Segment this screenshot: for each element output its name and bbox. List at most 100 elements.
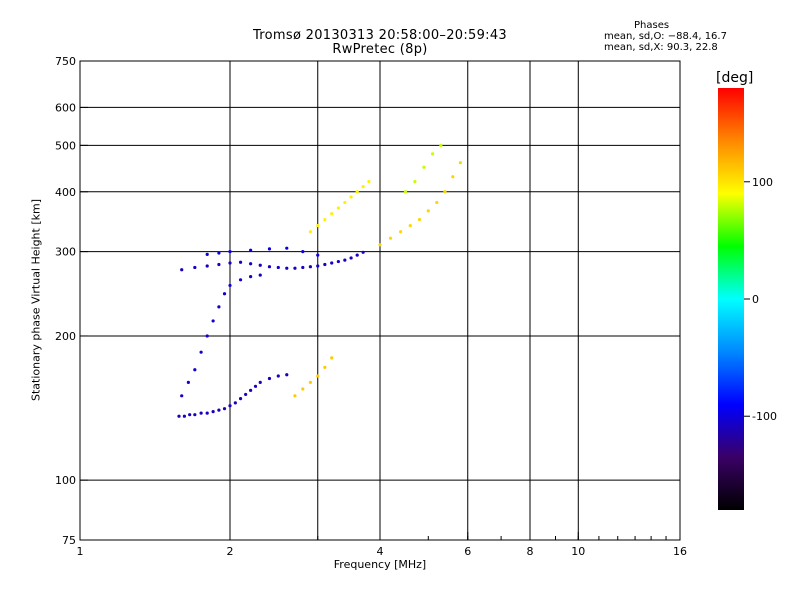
data-point	[355, 190, 359, 194]
data-point	[301, 265, 305, 270]
x-tick-label: 8	[527, 545, 534, 558]
data-point	[276, 374, 280, 378]
x-tick-label: 10	[571, 545, 585, 558]
data-point	[267, 265, 272, 269]
data-point	[211, 410, 215, 414]
data-point	[316, 253, 320, 257]
x-ticks: 1 2 4 6 8 10 16	[77, 532, 687, 558]
data-point	[330, 261, 334, 265]
data-point	[276, 265, 280, 270]
data-point	[316, 374, 320, 378]
data-point	[308, 265, 313, 269]
data-point	[222, 292, 227, 296]
data-point	[349, 195, 353, 199]
y-tick-label: 300	[55, 246, 76, 259]
data-point	[336, 259, 340, 264]
data-point	[238, 278, 243, 282]
data-point	[193, 265, 197, 270]
data-point	[249, 262, 253, 266]
data-point	[205, 411, 209, 415]
colorbar-label: [deg]	[716, 70, 754, 86]
data-point	[222, 407, 227, 411]
stats-header: Phases	[634, 20, 670, 31]
data-point	[458, 161, 463, 165]
y-tick-label: 100	[55, 474, 76, 487]
data-point	[228, 283, 232, 288]
y-tick-label: 75	[62, 534, 76, 547]
data-point	[301, 387, 305, 391]
stats-o-line: mean, sd,O: −88.4, 16.7	[604, 31, 727, 42]
data-point	[330, 356, 334, 360]
data-point	[205, 252, 209, 257]
data-point	[435, 200, 439, 205]
data-point	[249, 275, 253, 279]
colorbar-tick-label: 0	[752, 293, 759, 306]
data-point	[285, 373, 289, 377]
y-tick-label: 600	[55, 101, 76, 114]
data-point	[180, 268, 184, 272]
data-point	[199, 411, 203, 415]
data-point	[323, 262, 327, 267]
y-tick-label: 750	[55, 55, 76, 68]
data-point	[378, 243, 382, 247]
data-point	[228, 250, 232, 254]
colorbar	[718, 88, 744, 510]
data-point	[355, 253, 359, 257]
data-point	[293, 394, 297, 398]
data-point	[343, 200, 347, 205]
data-point	[238, 260, 243, 264]
data-point	[193, 368, 197, 372]
colorbar-ticks: 100 0 -100	[744, 176, 777, 423]
data-point	[193, 413, 197, 417]
data-point	[180, 394, 184, 398]
chart-title: Tromsø 20130313 20:58:00–20:59:43	[252, 28, 508, 43]
data-point	[361, 250, 365, 254]
data-point	[316, 264, 320, 268]
data-point	[228, 404, 232, 408]
y-tick-label: 200	[55, 330, 76, 343]
data-point	[267, 247, 272, 251]
x-tick-label: 16	[673, 545, 687, 558]
data-point	[301, 250, 305, 254]
x-axis-label: Frequency [MHz]	[333, 558, 427, 571]
data-point	[451, 175, 455, 179]
data-point	[205, 334, 209, 338]
data-point	[361, 185, 365, 189]
data-point	[217, 408, 221, 412]
points-layer	[177, 143, 463, 418]
colorbar-tick-label: 100	[752, 176, 773, 189]
data-point	[323, 365, 327, 369]
data-point	[285, 246, 289, 250]
data-point	[408, 223, 412, 228]
data-point	[267, 376, 272, 381]
data-point	[217, 251, 221, 255]
y-tick-label: 400	[55, 186, 76, 199]
data-point	[177, 414, 181, 418]
data-point	[258, 263, 262, 267]
data-point	[182, 414, 186, 418]
x-tick-label: 6	[464, 545, 471, 558]
data-point	[388, 236, 393, 240]
y-tick-label: 500	[55, 139, 76, 152]
data-point	[186, 380, 190, 384]
x-tick-label: 1	[77, 545, 84, 558]
stats-x-line: mean, sd,X: 90.3, 22.8	[604, 42, 718, 53]
data-point	[249, 388, 253, 392]
data-point	[228, 261, 232, 265]
data-point	[258, 273, 262, 277]
data-point	[308, 230, 313, 234]
data-point	[238, 396, 243, 401]
data-point	[443, 190, 447, 194]
data-point	[399, 230, 403, 234]
x-tick-label: 4	[377, 545, 384, 558]
y-axis-label: Stationary phase Virtual Height [km]	[29, 198, 43, 402]
phase-stats: Phases mean, sd,O: −88.4, 16.7 mean, sd,…	[604, 20, 727, 53]
data-point	[422, 165, 426, 169]
data-point	[244, 392, 248, 397]
data-point	[349, 256, 353, 260]
data-point	[249, 248, 253, 252]
data-point	[439, 143, 443, 147]
data-point	[258, 380, 262, 384]
colorbar-tick-label: -100	[752, 410, 777, 423]
